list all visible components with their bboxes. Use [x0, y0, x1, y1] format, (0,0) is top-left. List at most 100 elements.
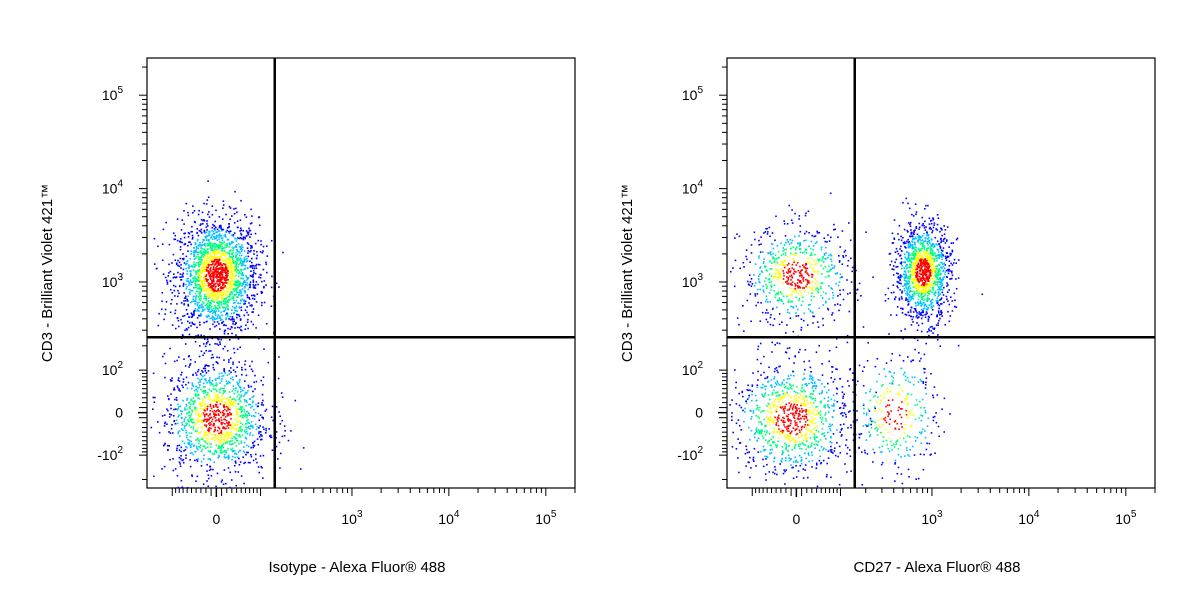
event-point: [157, 246, 159, 248]
event-point: [940, 266, 942, 268]
event-point: [942, 264, 944, 266]
event-point: [205, 305, 207, 307]
event-point: [921, 331, 923, 333]
event-point: [253, 447, 255, 449]
event-point: [218, 440, 220, 442]
event-point: [266, 323, 268, 325]
event-point: [203, 383, 205, 385]
event-point: [190, 284, 192, 286]
event-point: [205, 289, 207, 291]
event-point: [210, 443, 212, 445]
event-point: [947, 226, 949, 228]
event-point: [215, 308, 217, 310]
event-point: [939, 231, 941, 233]
event-point: [190, 445, 192, 447]
event-point: [220, 432, 222, 434]
event-point: [197, 371, 199, 373]
event-point: [218, 239, 220, 241]
event-point: [255, 265, 257, 267]
event-point: [814, 260, 816, 262]
event-point: [216, 277, 218, 279]
event-point: [191, 226, 193, 228]
event-point: [948, 256, 950, 258]
event-point: [807, 284, 809, 286]
event-point: [243, 303, 245, 305]
event-point: [211, 248, 213, 250]
event-point: [177, 290, 179, 292]
event-point: [207, 435, 209, 437]
event-point: [230, 282, 232, 284]
event-point: [945, 256, 947, 258]
x-tick-label: 103: [341, 509, 363, 527]
event-point: [228, 467, 230, 469]
event-point: [196, 232, 198, 234]
event-point: [240, 200, 242, 202]
event-point: [231, 259, 233, 261]
event-point: [198, 291, 200, 293]
event-point: [167, 395, 169, 397]
event-point: [239, 284, 241, 286]
event-point: [219, 245, 221, 247]
event-point: [235, 471, 237, 473]
event-point: [225, 416, 227, 418]
event-point: [921, 296, 923, 298]
event-point: [187, 439, 189, 441]
event-point: [211, 475, 213, 477]
event-point: [226, 245, 228, 247]
event-point: [943, 302, 945, 304]
event-point: [259, 436, 261, 438]
event-point: [221, 376, 223, 378]
event-point: [249, 415, 251, 417]
event-point: [189, 233, 191, 235]
event-point: [212, 205, 214, 207]
event-point: [770, 281, 772, 283]
event-point: [202, 242, 204, 244]
event-point: [184, 237, 186, 239]
y-axis-label: CD3 - Brilliant Violet 421™: [39, 184, 56, 362]
event-point: [202, 371, 204, 373]
event-point: [912, 296, 914, 298]
event-point: [204, 366, 206, 368]
event-point: [816, 263, 818, 265]
event-point: [226, 398, 228, 400]
event-point: [227, 435, 229, 437]
event-point: [217, 378, 219, 380]
event-point: [902, 202, 904, 204]
event-point: [235, 252, 237, 254]
event-point: [229, 271, 231, 273]
event-point: [262, 384, 264, 386]
event-point: [257, 438, 259, 440]
event-point: [248, 426, 250, 428]
event-point: [930, 249, 932, 251]
event-point: [942, 292, 944, 294]
event-point: [180, 264, 182, 266]
event-point: [247, 252, 249, 254]
event-point: [225, 264, 227, 266]
event-point: [237, 292, 239, 294]
event-point: [943, 240, 945, 242]
event-point: [918, 296, 920, 298]
event-point: [244, 251, 246, 253]
event-point: [254, 268, 256, 270]
event-point: [230, 250, 232, 252]
event-point: [169, 348, 171, 350]
event-point: [255, 243, 257, 245]
event-point: [198, 382, 200, 384]
event-point: [193, 262, 195, 264]
event-point: [239, 398, 241, 400]
event-point: [928, 299, 930, 301]
event-point: [891, 292, 893, 294]
event-point: [938, 292, 940, 294]
event-point: [182, 424, 184, 426]
event-point: [193, 287, 195, 289]
event-point: [228, 246, 230, 248]
event-point: [831, 314, 833, 316]
event-point: [180, 451, 182, 453]
event-point: [253, 324, 255, 326]
event-point: [222, 388, 224, 390]
event-point: [192, 384, 194, 386]
event-point: [201, 303, 203, 305]
event-point: [937, 325, 939, 327]
event-point: [917, 340, 919, 342]
event-point: [243, 387, 245, 389]
